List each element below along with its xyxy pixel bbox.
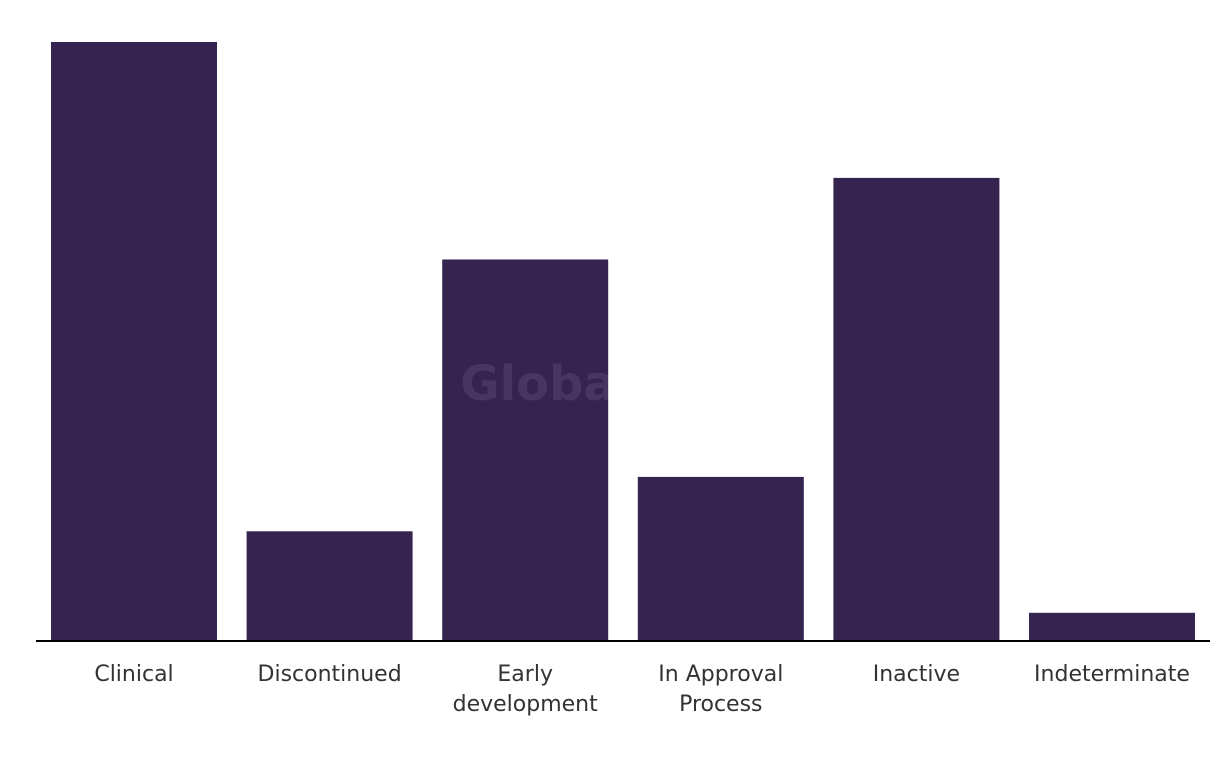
- bar-5: [1029, 612, 1195, 640]
- x-tick-label-line: Discontinued: [258, 662, 402, 687]
- watermark-text: GlobalData: [460, 356, 760, 412]
- x-tick-label-line: Indeterminate: [1034, 662, 1190, 687]
- x-tick-label-5: Indeterminate: [1034, 662, 1190, 687]
- x-tick-label-1: Discontinued: [258, 662, 402, 687]
- x-tick-label-line: Inactive: [873, 662, 960, 687]
- x-tick-label-line: In Approval: [658, 662, 783, 687]
- bar-1: [246, 531, 413, 640]
- x-tick-label-0: Clinical: [94, 662, 173, 687]
- x-tick-label-line: Clinical: [94, 662, 173, 687]
- x-tick-labels: Clinical Discontinued Early development In A…: [94, 662, 1190, 717]
- x-tick-label-2: Early development: [453, 662, 599, 717]
- bar-4: [833, 177, 1000, 640]
- x-tick-label-line: development: [453, 692, 599, 717]
- bar-3: [637, 476, 804, 640]
- bar-0: [51, 42, 217, 640]
- bars-group: [51, 42, 1195, 640]
- x-tick-label-line: Process: [679, 692, 762, 717]
- bar-2: [442, 259, 609, 640]
- x-tick-label-3: In Approval Process: [658, 662, 783, 717]
- x-tick-label-4: Inactive: [873, 662, 960, 687]
- x-tick-label-line: Early: [497, 662, 553, 687]
